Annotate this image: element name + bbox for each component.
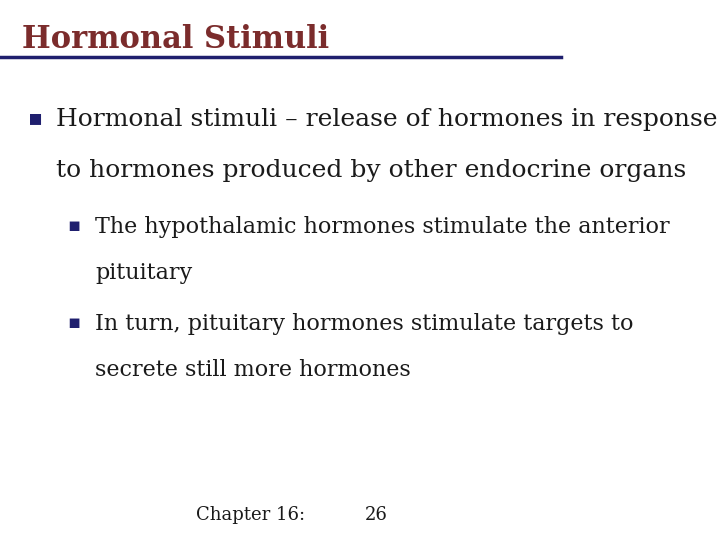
Text: 26: 26 <box>364 506 387 524</box>
Text: ▪: ▪ <box>67 313 81 332</box>
Text: Hormonal stimuli – release of hormones in response: Hormonal stimuli – release of hormones i… <box>56 108 718 131</box>
Text: In turn, pituitary hormones stimulate targets to: In turn, pituitary hormones stimulate ta… <box>95 313 634 335</box>
Text: pituitary: pituitary <box>95 262 192 284</box>
Text: ▪: ▪ <box>67 216 81 235</box>
Text: to hormones produced by other endocrine organs: to hormones produced by other endocrine … <box>56 159 686 183</box>
Text: The hypothalamic hormones stimulate the anterior: The hypothalamic hormones stimulate the … <box>95 216 670 238</box>
Text: Chapter 16:: Chapter 16: <box>197 506 305 524</box>
Text: Hormonal Stimuli: Hormonal Stimuli <box>22 24 330 55</box>
Text: ▪: ▪ <box>28 108 43 128</box>
Text: secrete still more hormones: secrete still more hormones <box>95 359 411 381</box>
